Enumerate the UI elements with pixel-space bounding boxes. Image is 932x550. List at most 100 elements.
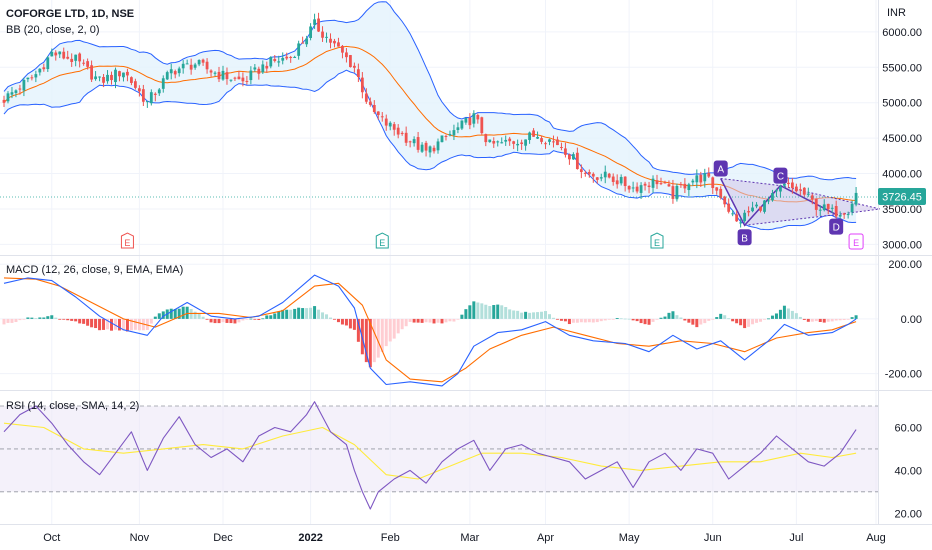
macd-histogram-bar xyxy=(380,318,384,353)
candle-body xyxy=(352,65,356,68)
x-tick-label: Nov xyxy=(130,532,150,544)
macd-histogram-bar xyxy=(396,318,400,334)
candle-body xyxy=(787,182,790,185)
candle-body xyxy=(488,139,492,143)
candle-body xyxy=(771,193,774,201)
candle-body xyxy=(225,72,229,80)
macd-histogram-bar xyxy=(731,318,735,322)
candle-body xyxy=(289,56,293,58)
macd-pane[interactable] xyxy=(2,274,858,387)
candle-body xyxy=(655,180,659,185)
earnings-marker[interactable]: E xyxy=(650,232,664,249)
macd-histogram-bar xyxy=(524,311,528,319)
macd-histogram-bar xyxy=(412,318,416,323)
candle-body xyxy=(360,77,364,93)
time-axis[interactable]: Oct Nov Dec 2022 Feb Mar Apr May Jun Jul Aug xyxy=(43,532,886,544)
macd-histogram-bar xyxy=(54,317,58,319)
macd-histogram-bar xyxy=(253,318,257,320)
candle-body xyxy=(217,71,221,80)
macd-histogram-bar xyxy=(408,318,412,322)
earnings-marker[interactable]: E xyxy=(848,233,864,250)
candle-body xyxy=(165,72,169,80)
macd-histogram-bar xyxy=(78,318,82,324)
candle-body xyxy=(62,51,66,59)
candle-body xyxy=(388,122,392,127)
pattern-zigzag xyxy=(720,178,837,227)
rsi-pane[interactable] xyxy=(0,401,878,510)
y-tick-label: 3000.00 xyxy=(882,239,922,251)
candle-body xyxy=(364,93,368,102)
macd-histogram-bar xyxy=(464,309,468,319)
macd-histogram-bar xyxy=(631,318,635,321)
price-axis[interactable]: 6000.00 5500.00 5000.00 4500.00 4000.00 3500.… xyxy=(882,27,922,520)
macd-histogram-bar xyxy=(125,318,129,332)
macd-histogram-bar xyxy=(711,318,715,320)
candle-body xyxy=(384,118,388,126)
candle-body xyxy=(679,184,683,186)
macd-histogram-bar xyxy=(627,318,631,320)
candle-body xyxy=(496,141,500,143)
macd-histogram-bar xyxy=(611,318,615,320)
macd-histogram-bar xyxy=(563,318,567,322)
macd-histogram-bar xyxy=(850,317,854,319)
earnings-marker[interactable]: E xyxy=(375,232,389,249)
macd-histogram-bar xyxy=(257,318,261,320)
candle-body xyxy=(281,57,285,61)
macd-histogram-bar xyxy=(121,318,125,331)
candle-body xyxy=(257,68,261,74)
macd-histogram-bar xyxy=(834,318,838,321)
candle-body xyxy=(305,38,309,45)
pattern-label-badge xyxy=(737,229,752,246)
candle-body xyxy=(822,204,826,211)
macd-histogram-bar xyxy=(10,318,14,323)
candle-body xyxy=(333,40,336,44)
macd-histogram-bar xyxy=(261,318,265,320)
macd-histogram-bar xyxy=(540,311,544,319)
pattern-label-d: D xyxy=(829,218,844,235)
candle-body xyxy=(846,214,850,216)
candle-body xyxy=(575,152,579,170)
macd-histogram-bar xyxy=(110,318,114,331)
macd-histogram-bar xyxy=(70,318,74,321)
candle-body xyxy=(631,187,635,189)
macd-histogram-bar xyxy=(301,308,305,319)
candle-body xyxy=(420,144,424,152)
macd-histogram-bar xyxy=(794,313,798,319)
candle-body xyxy=(153,93,157,95)
macd-histogram-bar xyxy=(133,318,137,330)
candle-body xyxy=(643,183,647,186)
candle-body xyxy=(181,63,185,69)
x-tick-label: Apr xyxy=(537,532,554,544)
macd-histogram-bar xyxy=(325,314,329,319)
y-tick-label: 5000.00 xyxy=(882,98,922,110)
candle-body xyxy=(341,45,344,53)
candle-body xyxy=(583,172,587,174)
candle-body xyxy=(269,57,273,67)
macd-histogram-bar xyxy=(480,303,484,319)
candle-body xyxy=(161,78,165,89)
candle-body xyxy=(137,88,141,92)
y-tick-label: 6000.00 xyxy=(882,27,922,39)
price-pane[interactable]: A B C D E E E E xyxy=(0,1,881,250)
macd-histogram-bar xyxy=(802,318,806,320)
earnings-marker-label: E xyxy=(853,238,859,248)
macd-histogram-bar xyxy=(587,318,591,323)
earnings-marker[interactable]: E xyxy=(120,232,134,249)
macd-histogram-bar xyxy=(6,318,10,323)
candle-body xyxy=(579,169,583,173)
candle-body xyxy=(58,51,62,55)
candle-body xyxy=(130,77,133,83)
candle-body xyxy=(571,154,575,160)
macd-histogram-bar xyxy=(173,309,177,319)
macd-histogram-bar xyxy=(340,318,344,325)
x-tick-label: 2022 xyxy=(298,532,322,544)
candle-body xyxy=(548,139,551,142)
macd-histogram-bar xyxy=(289,309,293,319)
candle-body xyxy=(50,51,54,57)
macd-histogram-bar xyxy=(532,312,536,319)
macd-histogram-bar xyxy=(667,312,671,319)
macd-histogram-bar xyxy=(161,311,165,319)
bb-lower-band xyxy=(3,69,857,231)
candle-body xyxy=(233,77,237,79)
